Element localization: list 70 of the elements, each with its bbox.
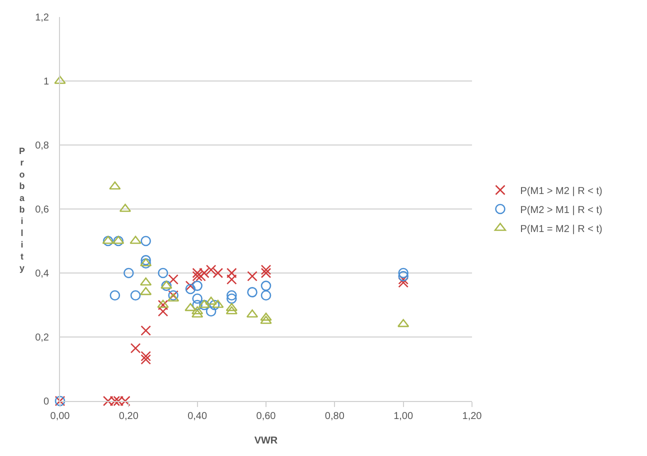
point — [398, 277, 408, 288]
point — [212, 300, 224, 308]
x-tick-label: 0,60 — [256, 411, 276, 422]
point — [158, 300, 168, 310]
point — [185, 280, 196, 291]
point — [102, 236, 114, 244]
point — [112, 236, 124, 244]
y-tick-label: 0,6 — [35, 204, 50, 216]
point — [54, 76, 66, 84]
y-tick-label: 1 — [43, 76, 50, 88]
point — [192, 300, 202, 310]
point — [226, 274, 237, 285]
point — [192, 271, 202, 282]
point — [260, 312, 272, 321]
x-tick-label: 1,20 — [462, 411, 482, 422]
y-tick-label: 0,8 — [35, 140, 50, 152]
legend-label: P(M1 > M2 | R < t) — [520, 186, 602, 197]
point — [140, 236, 151, 246]
x-tick-label: 0,40 — [188, 411, 208, 422]
legend-label: P(M2 > M1 | R < t) — [520, 204, 602, 216]
x-tick-label: 0,00 — [50, 411, 70, 422]
y-tick-label: 0,4 — [35, 268, 50, 280]
point — [226, 268, 237, 278]
point — [260, 268, 272, 278]
point — [206, 306, 216, 317]
point — [124, 268, 134, 278]
point — [260, 290, 272, 301]
point — [140, 255, 151, 266]
point — [113, 236, 124, 246]
point — [110, 290, 120, 301]
point — [140, 258, 151, 269]
y-tick-label: 1,2 — [35, 12, 50, 24]
point — [130, 236, 142, 244]
point — [247, 271, 258, 282]
point — [140, 354, 151, 365]
point — [158, 268, 168, 278]
point — [140, 325, 151, 336]
x-tick-label: 0,80 — [324, 411, 345, 422]
legend-label: P(M1 = M2 | R < t) — [520, 224, 602, 235]
point — [205, 296, 217, 305]
x-tick-label: 1,00 — [394, 411, 414, 422]
point — [184, 303, 196, 312]
point — [192, 280, 202, 291]
point — [226, 293, 237, 304]
point — [102, 236, 114, 246]
y-tick-label: 0 — [43, 396, 50, 408]
point — [168, 274, 178, 285]
point — [260, 280, 272, 291]
point — [109, 181, 121, 190]
point — [130, 290, 141, 301]
point — [206, 264, 216, 275]
point — [398, 271, 408, 282]
point — [130, 343, 141, 354]
y-tick-label: 0,2 — [35, 332, 50, 344]
point — [226, 290, 237, 301]
point — [247, 287, 258, 298]
point — [260, 264, 272, 275]
point — [212, 268, 224, 278]
point — [157, 300, 169, 308]
point — [196, 271, 206, 282]
point — [260, 316, 272, 324]
point — [140, 351, 151, 362]
point — [199, 300, 210, 310]
text: Probability — [19, 146, 26, 273]
x-tick-label: 0,20 — [118, 411, 139, 422]
point — [209, 300, 220, 310]
x-axis-title: VWR — [254, 436, 278, 446]
point — [185, 284, 196, 294]
point — [398, 268, 408, 278]
point — [192, 293, 202, 304]
